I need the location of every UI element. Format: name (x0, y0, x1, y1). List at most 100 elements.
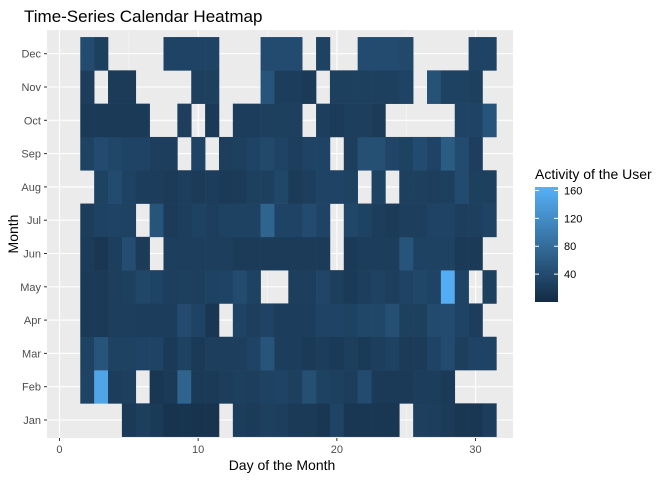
heatmap-cell (427, 270, 442, 304)
heatmap-cell (260, 70, 275, 104)
y-axis-ticks: Jan Feb Mar Apr May Jun Jul Aug Sep Oct Nov Dec (20, 49, 47, 427)
legend-tick-label: 80 (564, 241, 576, 253)
heatmap-cell (121, 270, 137, 304)
heatmap-cell (288, 203, 303, 238)
heatmap-cell (121, 103, 137, 138)
heatmap-cell (80, 136, 95, 171)
heatmap-cell (80, 303, 95, 338)
chart-title: Time-Series Calendar Heatmap (24, 7, 262, 26)
heatmap-cell (80, 203, 95, 238)
heatmap-cell (205, 70, 220, 104)
heatmap-cell (468, 70, 483, 104)
heatmap-cell (274, 403, 289, 437)
heatmap-cell (177, 270, 192, 304)
heatmap-cell (205, 270, 220, 304)
heatmap-cell (121, 170, 137, 204)
heatmap-cell (246, 103, 261, 138)
heatmap-cell (399, 170, 414, 204)
heatmap-cell (274, 236, 289, 271)
heatmap-cell (454, 203, 469, 238)
heatmap-cell (288, 37, 303, 71)
heatmap-cell (205, 236, 220, 271)
heatmap-cell (135, 336, 150, 371)
heatmap-cell (302, 370, 317, 404)
heatmap-cell (427, 170, 442, 204)
heatmap-cell (413, 370, 428, 404)
heatmap-cell (343, 270, 358, 304)
heatmap-cell (440, 303, 456, 338)
heatmap-tiles (80, 37, 497, 437)
heatmap-cell (440, 236, 456, 271)
heatmap-cell (343, 370, 358, 404)
heatmap-cell (260, 370, 275, 404)
heatmap-cell (427, 236, 442, 271)
heatmap-cell (316, 370, 331, 404)
heatmap-cell (135, 103, 150, 138)
heatmap-cell (149, 203, 164, 238)
heatmap-cell (329, 403, 345, 437)
heatmap-cell (385, 236, 400, 271)
heatmap-cell (343, 103, 358, 138)
heatmap-cell (205, 370, 220, 404)
heatmap-cell (468, 170, 483, 204)
y-tick-label: Mar (22, 348, 41, 360)
heatmap-cell (260, 236, 275, 271)
heatmap-cell (454, 70, 469, 104)
heatmap-cell (163, 37, 178, 71)
heatmap-cell (108, 236, 123, 271)
heatmap-cell (177, 236, 192, 271)
heatmap-cell (274, 370, 289, 404)
heatmap-cell (302, 170, 317, 204)
heatmap-cell (177, 336, 192, 371)
heatmap-cell (329, 70, 345, 104)
heatmap-cell (246, 136, 261, 171)
heatmap-cell (316, 303, 331, 338)
heatmap-cell (343, 136, 358, 171)
heatmap-cell (121, 336, 137, 371)
heatmap-cell (440, 70, 456, 104)
heatmap-cell (108, 203, 123, 238)
heatmap-cell (482, 203, 497, 238)
heatmap-cell (121, 136, 137, 171)
heatmap-cell (149, 336, 164, 371)
heatmap-cell (191, 403, 206, 437)
heatmap-cell (316, 336, 331, 371)
y-tick-label: Feb (22, 382, 41, 394)
heatmap-cell (260, 170, 275, 204)
heatmap-cell (135, 236, 150, 271)
heatmap-cell (94, 370, 109, 404)
x-tick-label: 20 (331, 444, 343, 456)
heatmap-cell (232, 203, 248, 238)
heatmap-cell (177, 403, 192, 437)
heatmap-cell (371, 370, 386, 404)
y-tick-label: Dec (21, 49, 41, 61)
heatmap-cell (177, 203, 192, 238)
heatmap-cell (218, 270, 234, 304)
y-tick-label: Apr (24, 315, 41, 327)
heatmap-cell (371, 303, 386, 338)
y-tick-label: Nov (21, 82, 41, 94)
heatmap-cell (177, 170, 192, 204)
heatmap-cell (274, 37, 289, 71)
heatmap-cell (329, 103, 345, 138)
heatmap-cell (274, 70, 289, 104)
heatmap-cell (468, 336, 483, 371)
legend-tick-label: 40 (564, 269, 576, 281)
heatmap-cell (94, 37, 109, 71)
x-tick-label: 0 (56, 444, 62, 456)
heatmap-cell (399, 136, 414, 171)
heatmap-cell (191, 203, 206, 238)
heatmap-cell (413, 236, 428, 271)
heatmap-cell (260, 303, 275, 338)
heatmap-cell (468, 103, 483, 138)
heatmap-cell (94, 136, 109, 171)
heatmap-cell (399, 336, 414, 371)
heatmap-cell (135, 403, 150, 437)
heatmap-cell (357, 37, 372, 71)
y-tick-label: Jun (23, 249, 41, 261)
legend-tick-label: 160 (564, 185, 582, 197)
y-tick-label: Aug (21, 182, 41, 194)
heatmap-cell (302, 203, 317, 238)
heatmap-cell (288, 336, 303, 371)
